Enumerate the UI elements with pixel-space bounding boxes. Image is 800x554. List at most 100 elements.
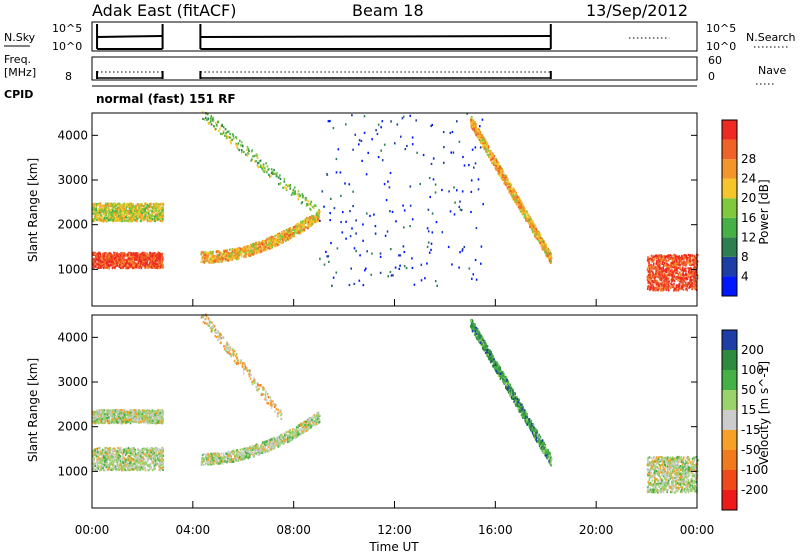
data-cell	[297, 222, 300, 225]
data-cell	[120, 261, 122, 264]
data-cell	[694, 281, 697, 284]
data-cell	[142, 216, 144, 219]
data-cell	[468, 267, 471, 270]
data-cell	[305, 197, 307, 200]
data-cell	[501, 178, 503, 181]
data-cell	[519, 210, 522, 213]
data-cell	[483, 145, 486, 148]
data-cell	[93, 209, 96, 212]
data-cell	[121, 251, 123, 254]
data-cell	[537, 231, 539, 234]
data-cell	[363, 131, 366, 134]
data-cell	[119, 210, 121, 213]
nave-bottom-tick: 0	[708, 70, 715, 83]
data-cell	[97, 259, 100, 262]
data-cell	[92, 219, 94, 222]
data-cell	[693, 270, 695, 273]
data-cell	[162, 219, 164, 223]
data-cell	[243, 248, 246, 251]
data-cell	[345, 220, 347, 223]
data-cell	[142, 204, 144, 207]
data-cell	[542, 240, 544, 243]
data-cell	[517, 206, 520, 209]
data-cell	[681, 266, 684, 269]
data-cell	[353, 247, 356, 250]
data-cell	[144, 214, 146, 217]
data-cell	[538, 239, 540, 243]
data-cell	[695, 265, 697, 269]
data-cell	[154, 206, 156, 209]
data-cell	[132, 257, 134, 260]
data-cell	[103, 252, 105, 255]
data-cell	[144, 209, 146, 212]
data-cell	[428, 176, 431, 180]
data-cell	[411, 266, 414, 269]
data-cell	[132, 210, 135, 213]
data-cell	[685, 254, 687, 257]
data-cell	[100, 210, 103, 213]
data-cell	[100, 255, 103, 258]
data-cell	[277, 232, 279, 236]
data-cell	[139, 206, 141, 209]
data-cell	[145, 256, 148, 259]
data-cell	[675, 286, 678, 289]
data-cell	[651, 260, 653, 263]
data-cell	[116, 257, 118, 261]
data-cell	[667, 288, 670, 291]
data-cell	[114, 265, 116, 269]
data-cell	[202, 117, 204, 120]
data-cell	[117, 217, 119, 220]
data-cell	[138, 204, 140, 207]
data-cell	[427, 208, 430, 211]
data-cell	[148, 262, 151, 265]
data-cell	[656, 279, 659, 282]
data-cell	[241, 251, 244, 254]
data-cell	[316, 215, 319, 219]
data-cell	[135, 206, 138, 209]
data-cell	[202, 252, 205, 255]
data-cell	[295, 227, 297, 230]
data-cell	[108, 218, 110, 222]
data-cell	[224, 255, 226, 258]
data-cell	[671, 278, 673, 282]
data-cell	[251, 244, 254, 247]
data-cell	[521, 206, 523, 209]
data-cell	[149, 251, 151, 254]
data-cell	[139, 264, 141, 267]
data-cell	[400, 135, 402, 138]
data-cell	[140, 254, 143, 257]
data-cell	[141, 252, 143, 255]
data-cell	[157, 215, 160, 218]
data-cell	[202, 260, 204, 263]
data-cell	[670, 286, 672, 289]
data-cell	[659, 254, 661, 257]
data-cell	[104, 260, 106, 263]
data-cell	[296, 193, 299, 196]
data-cell	[491, 155, 493, 158]
data-cell	[534, 225, 537, 228]
data-cell	[501, 175, 504, 178]
data-cell	[477, 178, 480, 181]
data-cell	[140, 216, 142, 219]
data-cell	[649, 271, 652, 274]
data-cell	[101, 210, 104, 213]
data-cell	[342, 211, 344, 214]
data-cell	[653, 267, 656, 270]
data-cell	[424, 277, 426, 280]
data-cell	[684, 267, 686, 270]
data-cell	[650, 274, 652, 277]
data-cell	[111, 260, 113, 264]
data-cell	[107, 252, 109, 255]
data-cell	[506, 187, 509, 190]
data-cell	[133, 254, 136, 257]
data-cell	[691, 287, 693, 291]
data-cell	[658, 267, 661, 271]
data-cell	[420, 263, 423, 266]
data-cell	[305, 204, 308, 207]
data-cell	[311, 222, 314, 225]
data-cell	[255, 241, 257, 244]
data-cell	[118, 252, 121, 256]
data-cell	[127, 215, 130, 218]
data-cell	[107, 264, 110, 267]
data-cell	[266, 248, 269, 251]
